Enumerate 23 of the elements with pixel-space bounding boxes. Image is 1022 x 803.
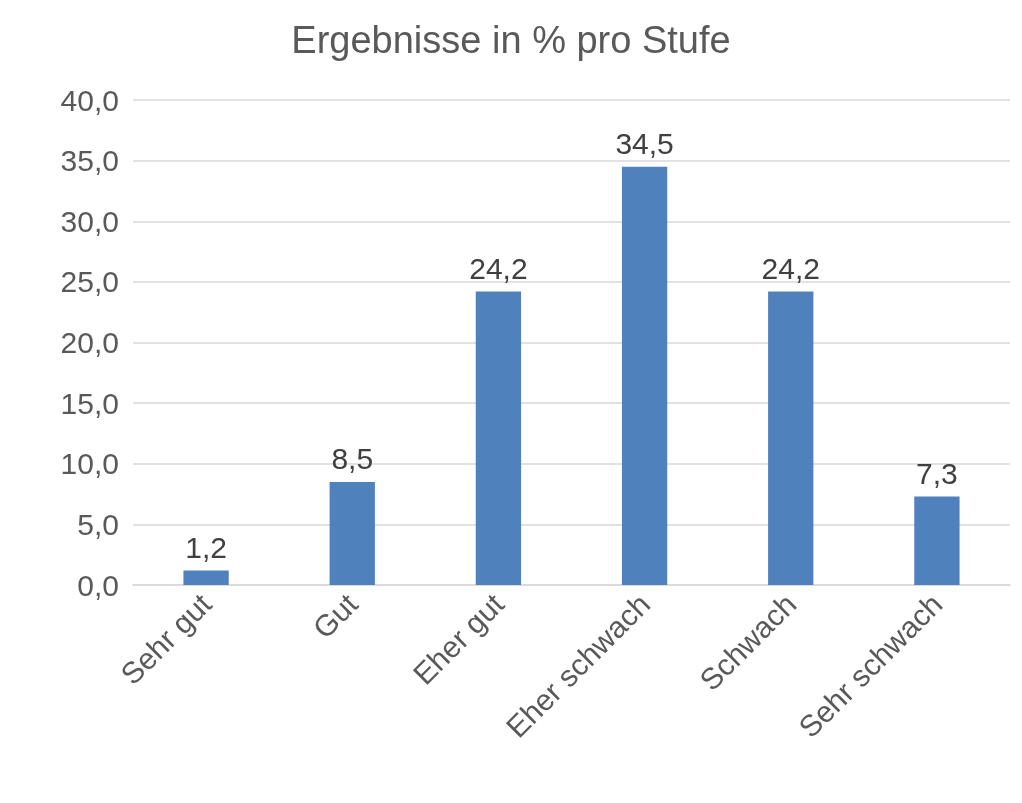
data-label: 24,2 <box>761 252 820 286</box>
bar <box>183 570 229 585</box>
y-tick-label: 25,0 <box>60 265 119 299</box>
data-label: 24,2 <box>469 252 528 286</box>
x-tick-label: Gut <box>306 586 365 645</box>
data-label: 34,5 <box>615 127 674 161</box>
bar <box>621 166 668 585</box>
y-tick-label: 35,0 <box>60 144 119 178</box>
chart-title: Ergebnisse in % pro Stufe <box>291 19 731 61</box>
y-tick-label: 5,0 <box>77 507 119 541</box>
y-tick-label: 15,0 <box>60 386 119 420</box>
bar <box>768 291 814 585</box>
bar <box>914 496 960 585</box>
y-tick-label: 30,0 <box>60 204 119 238</box>
y-tick-label: 10,0 <box>60 447 119 481</box>
data-label: 8,5 <box>331 442 374 476</box>
y-tick-label: 0,0 <box>77 568 119 602</box>
data-label: 7,3 <box>916 456 958 490</box>
y-tick-label: 40,0 <box>60 83 119 117</box>
data-label: 1,2 <box>185 530 227 564</box>
bar <box>475 291 522 585</box>
y-tick-label: 20,0 <box>60 326 119 359</box>
bar <box>329 481 375 585</box>
